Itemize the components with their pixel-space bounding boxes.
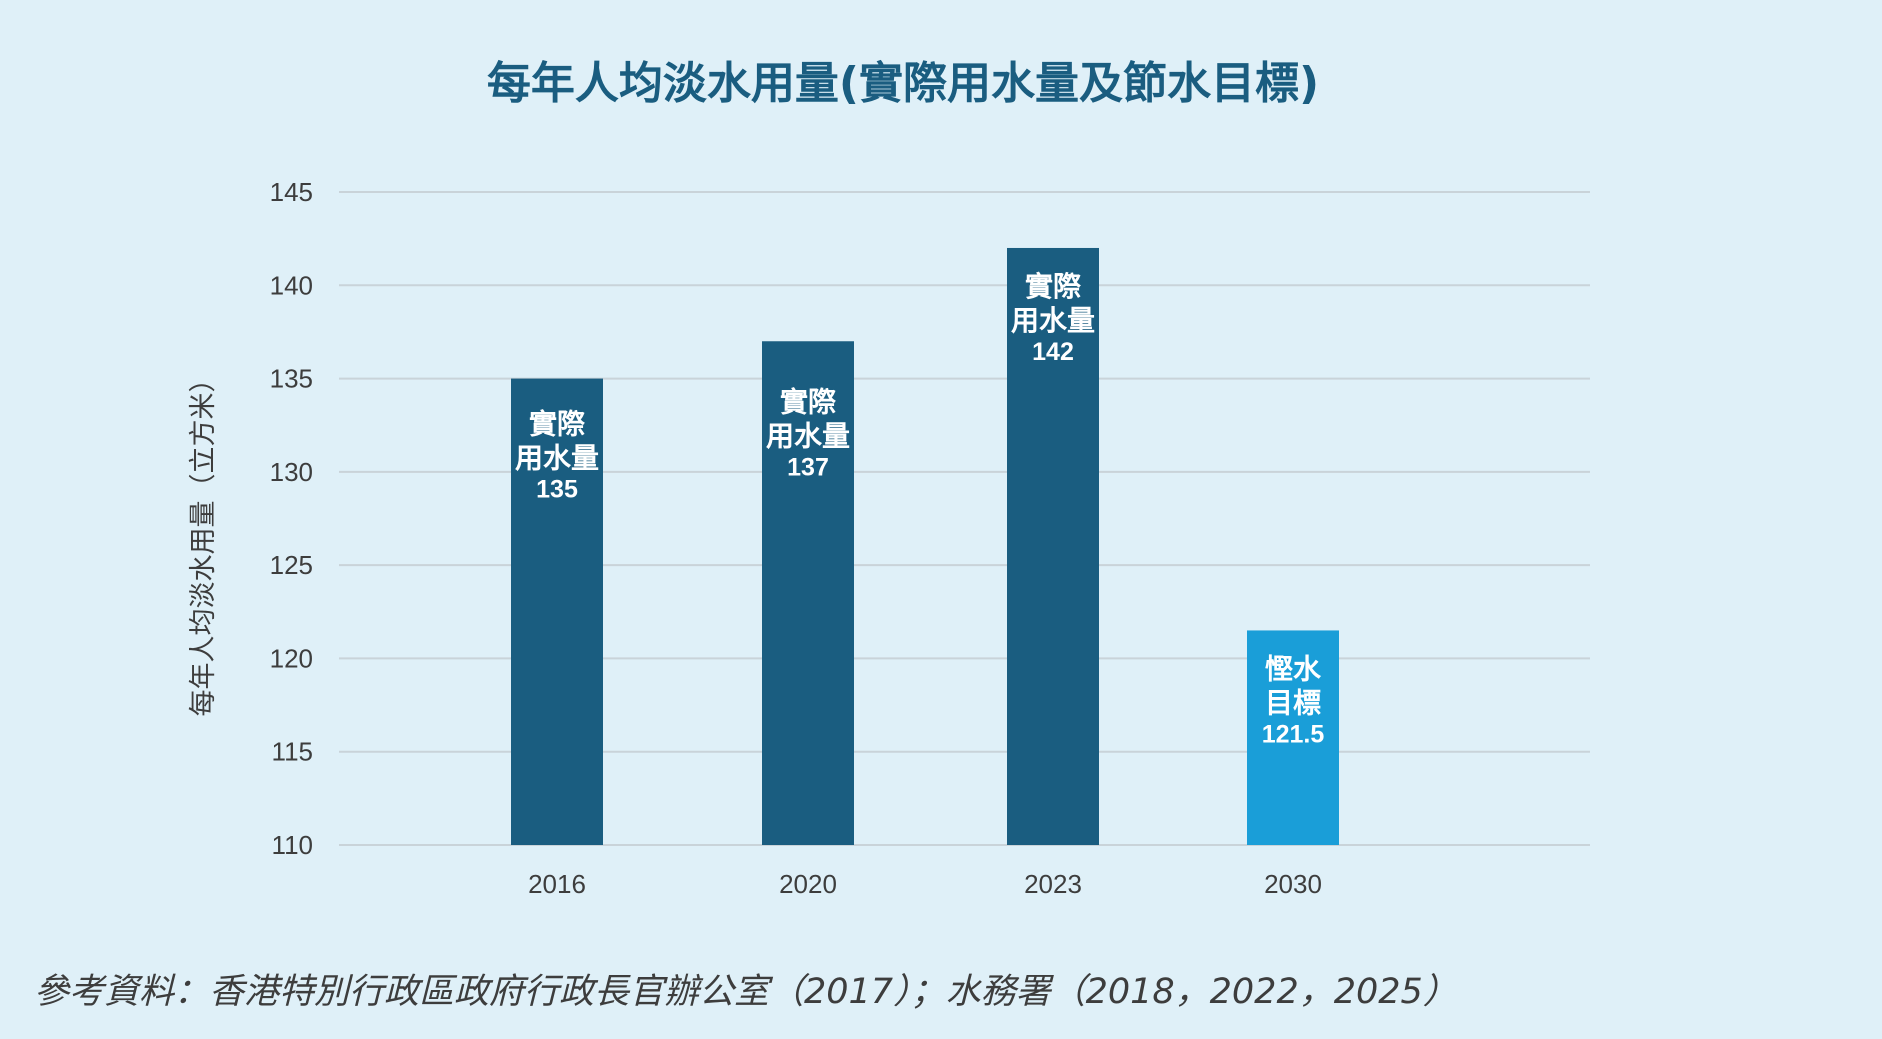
bar-value-label: 121.5 bbox=[1262, 720, 1325, 748]
bar bbox=[511, 378, 603, 845]
y-tick-label: 140 bbox=[270, 270, 313, 300]
bar-text-label: 用水量 bbox=[515, 442, 599, 475]
x-tick-label: 2016 bbox=[528, 869, 586, 899]
x-axis-ticks: 2016 2020 2023 2030 bbox=[528, 869, 1322, 899]
bar-text-label: 用水量 bbox=[1011, 304, 1095, 337]
bar-value-label: 137 bbox=[787, 453, 829, 481]
chart-title: 每年人均淡水用量(實際用水量及節水目標) bbox=[487, 58, 1319, 109]
bar-text-label: 實際 bbox=[780, 385, 836, 418]
bar-text-label: 慳水 bbox=[1265, 652, 1322, 685]
bar bbox=[1007, 247, 1099, 845]
bar-text-label: 用水量 bbox=[766, 419, 850, 452]
bar-text-label: 實際 bbox=[1025, 270, 1081, 303]
y-tick-label: 145 bbox=[270, 177, 313, 207]
bar bbox=[1247, 630, 1339, 845]
y-tick-label: 135 bbox=[270, 364, 313, 394]
y-tick-label: 125 bbox=[270, 550, 313, 580]
bar-text-label: 實際 bbox=[529, 408, 585, 441]
bar-value-label: 142 bbox=[1032, 338, 1074, 366]
x-tick-label: 2020 bbox=[779, 869, 837, 899]
bar-text-label: 目標 bbox=[1265, 686, 1321, 719]
y-tick-label: 115 bbox=[272, 737, 313, 767]
bar bbox=[762, 341, 854, 845]
y-axis-ticks: 110 115 120 125 130 135 140 145 bbox=[270, 177, 313, 860]
y-tick-label: 110 bbox=[272, 830, 313, 860]
bar-value-label: 135 bbox=[536, 476, 578, 504]
y-tick-label: 130 bbox=[270, 457, 313, 487]
x-tick-label: 2023 bbox=[1024, 869, 1082, 899]
source-note: 參考資料：香港特別行政區政府行政長官辦公室（2017）；水務署（2018，202… bbox=[34, 972, 1458, 1012]
x-tick-label: 2030 bbox=[1264, 869, 1322, 899]
y-tick-label: 120 bbox=[270, 643, 313, 673]
y-axis-label: 每年人均淡水用量（立方米） bbox=[188, 366, 219, 717]
